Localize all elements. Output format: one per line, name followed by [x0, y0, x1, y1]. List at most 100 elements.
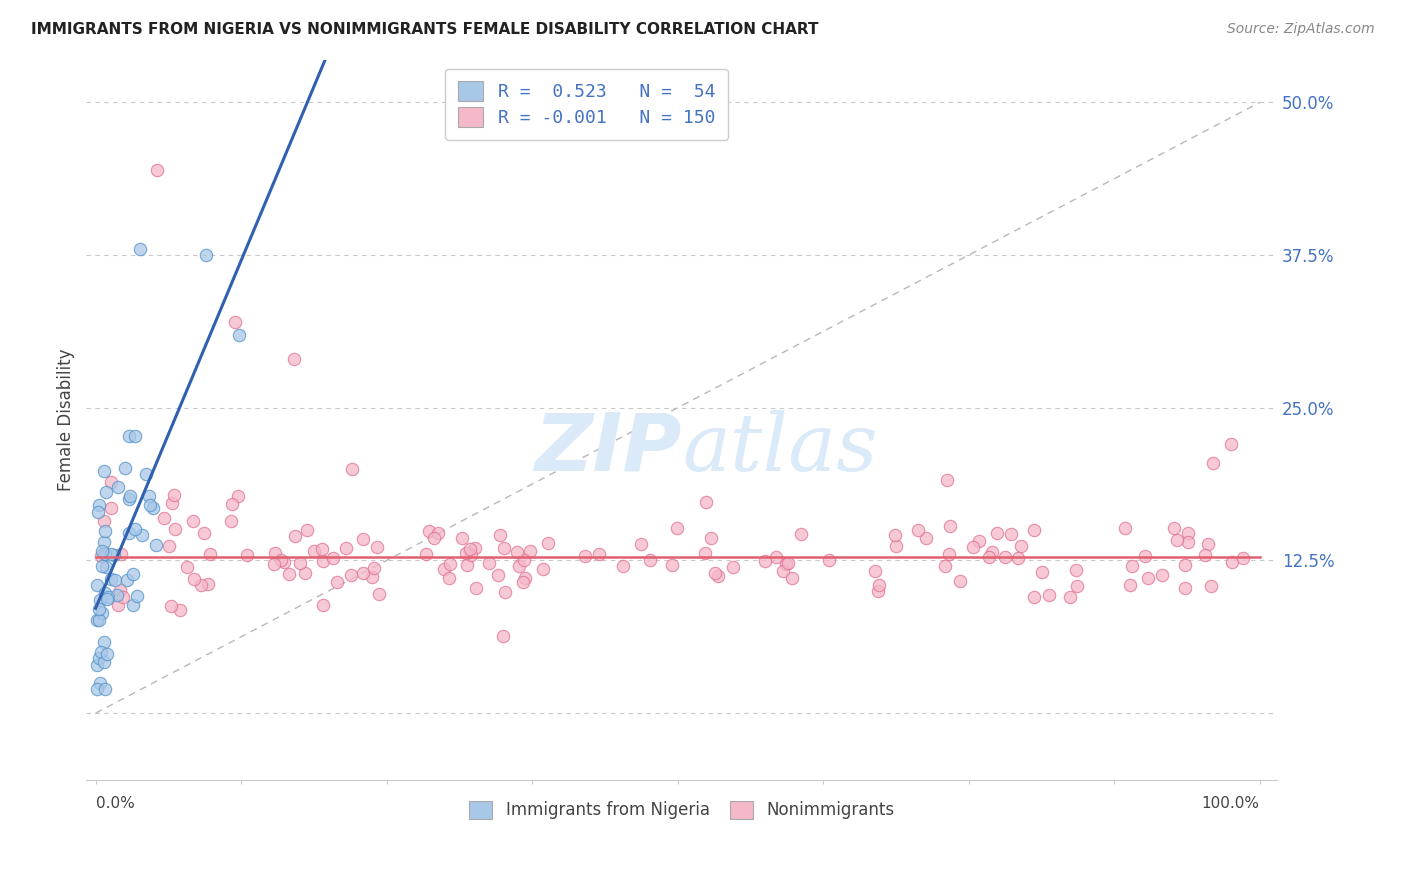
Point	[439, 557, 461, 571]
Point	[138, 489, 160, 503]
Point	[934, 559, 956, 574]
Point	[90, 549, 112, 563]
Point	[980, 545, 1002, 559]
Point	[1010, 539, 1032, 553]
Point	[707, 569, 730, 583]
Point	[1174, 581, 1197, 595]
Point	[100, 547, 122, 561]
Point	[311, 542, 333, 557]
Point	[97, 591, 120, 605]
Point	[949, 574, 972, 589]
Point	[340, 462, 363, 476]
Point	[454, 546, 477, 560]
Point	[86, 613, 108, 627]
Point	[494, 585, 516, 599]
Point	[1163, 521, 1185, 535]
Point	[450, 531, 472, 545]
Point	[157, 539, 180, 553]
Point	[506, 544, 529, 558]
Point	[110, 547, 132, 561]
Point	[89, 593, 111, 607]
Point	[884, 539, 907, 553]
Point	[433, 562, 456, 576]
Point	[765, 549, 787, 564]
Point	[1022, 523, 1045, 537]
Point	[1137, 571, 1160, 585]
Point	[776, 556, 799, 570]
Point	[818, 553, 841, 567]
Point	[90, 645, 112, 659]
Point	[1177, 526, 1199, 541]
Point	[221, 497, 243, 511]
Point	[94, 586, 117, 600]
Point	[1220, 555, 1243, 569]
Point	[612, 558, 634, 573]
Point	[994, 549, 1017, 564]
Point	[754, 554, 776, 568]
Point	[458, 541, 481, 556]
Point	[118, 526, 141, 541]
Point	[100, 475, 122, 490]
Point	[513, 552, 536, 566]
Point	[352, 566, 374, 581]
Point	[1219, 437, 1241, 451]
Point	[967, 534, 990, 549]
Point	[1174, 558, 1197, 572]
Point	[1064, 563, 1087, 577]
Point	[465, 582, 488, 596]
Point	[1166, 533, 1188, 547]
Point	[86, 505, 108, 519]
Point	[283, 351, 305, 366]
Point	[914, 531, 936, 545]
Point	[325, 574, 347, 589]
Point	[1000, 526, 1022, 541]
Point	[108, 582, 131, 597]
Point	[513, 570, 536, 584]
Point	[723, 560, 745, 574]
Point	[103, 548, 125, 562]
Point	[304, 544, 326, 558]
Point	[297, 524, 319, 538]
Point	[91, 606, 114, 620]
Point	[868, 578, 890, 592]
Point	[105, 588, 128, 602]
Point	[96, 560, 118, 574]
Point	[162, 488, 184, 502]
Point	[127, 589, 149, 603]
Point	[235, 548, 257, 562]
Point	[780, 571, 803, 585]
Point	[427, 526, 450, 541]
Point	[363, 561, 385, 575]
Point	[160, 599, 183, 613]
Point	[1022, 590, 1045, 604]
Point	[169, 603, 191, 617]
Point	[1038, 588, 1060, 602]
Point	[339, 567, 361, 582]
Point	[160, 496, 183, 510]
Point	[492, 629, 515, 643]
Point	[195, 248, 218, 262]
Point	[693, 546, 716, 560]
Point	[284, 529, 307, 543]
Point	[198, 547, 221, 561]
Point	[661, 558, 683, 573]
Point	[574, 549, 596, 563]
Point	[464, 541, 486, 556]
Text: Source: ZipAtlas.com: Source: ZipAtlas.com	[1227, 22, 1375, 37]
Point	[87, 651, 110, 665]
Point	[93, 514, 115, 528]
Point	[335, 541, 357, 555]
Text: 0.0%: 0.0%	[96, 797, 135, 811]
Point	[979, 549, 1001, 564]
Point	[190, 578, 212, 592]
Point	[1119, 578, 1142, 592]
Point	[100, 500, 122, 515]
Point	[270, 553, 292, 567]
Point	[91, 558, 114, 573]
Text: 100.0%: 100.0%	[1202, 797, 1260, 811]
Point	[107, 480, 129, 494]
Point	[96, 592, 118, 607]
Point	[146, 162, 169, 177]
Point	[87, 613, 110, 627]
Point	[519, 544, 541, 558]
